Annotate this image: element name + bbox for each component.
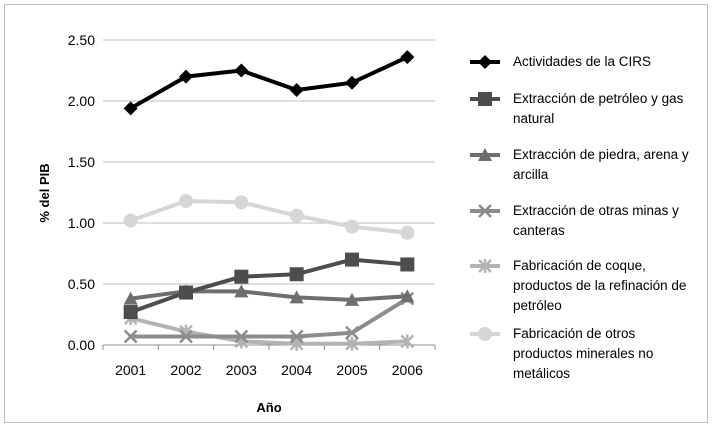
- x-tick-label: 2003: [226, 362, 257, 378]
- legend-label: Extracción de petróleo y gas: [513, 91, 684, 106]
- legend-item: Extracción de petróleo y gas natural: [470, 91, 684, 126]
- legend-label: natural: [513, 111, 554, 126]
- legend-marker: [478, 204, 492, 218]
- data-point: [289, 290, 304, 304]
- data-point: [400, 50, 415, 65]
- gridlines: [103, 39, 435, 285]
- y-tick-label: 0.00: [68, 337, 95, 353]
- legend-marker: [478, 92, 492, 106]
- series-line: [129, 55, 409, 111]
- series-line: [130, 316, 408, 346]
- x-tick-label: 2001: [115, 362, 146, 378]
- y-tick-label: 2.00: [68, 93, 95, 109]
- legend-item: Extracción de piedra, arena y arcilla: [470, 147, 689, 182]
- data-point: [345, 219, 359, 234]
- data-point: [123, 101, 138, 116]
- y-tick-label: 1.50: [68, 154, 95, 170]
- series-line: [130, 257, 408, 314]
- legend-marker: [478, 327, 492, 341]
- data-point: [179, 69, 193, 84]
- legend-label: arcilla: [513, 167, 549, 182]
- chart-frame: [4, 4, 708, 423]
- data-point: [234, 284, 249, 298]
- legend-item: Extracción de otras minas y canteras: [470, 203, 679, 238]
- legend-label: productos minerales no: [513, 346, 653, 361]
- data-point: [400, 334, 415, 349]
- legend-label: petróleo: [513, 298, 562, 313]
- legend-label: canteras: [513, 223, 565, 238]
- series-6: [123, 194, 415, 240]
- legend-label: productos de la refinación de: [513, 278, 686, 293]
- series-3: [123, 284, 415, 306]
- legend-label: Fabricación de otros: [513, 326, 636, 341]
- legend-marker: [478, 148, 492, 161]
- data-point: [179, 194, 193, 209]
- series-1: [123, 50, 415, 116]
- y-axis-title: % del PIB: [37, 163, 52, 222]
- data-point: [400, 257, 415, 272]
- data-point: [289, 208, 304, 223]
- x-tick-label: 2006: [392, 362, 423, 378]
- data-point: [123, 305, 138, 320]
- y-tick-label: 1.00: [68, 215, 95, 231]
- data-point: [345, 336, 359, 351]
- legend-label: metálicos: [513, 366, 570, 381]
- series-lines: [123, 50, 415, 351]
- legend-item: Actividades de la CIRS: [470, 54, 651, 69]
- axes: 0.00 0.50 1.00 1.50 2.00 2.50 2001 2002 2003 2004…: [68, 32, 436, 378]
- legend-label: Fabricación de coque,: [513, 258, 646, 273]
- data-point: [234, 195, 249, 210]
- data-point: [289, 329, 304, 344]
- data-point: [345, 325, 359, 340]
- data-point: [123, 291, 138, 305]
- data-point: [234, 329, 249, 344]
- data-point: [289, 83, 304, 98]
- series-line: [130, 289, 408, 302]
- x-tick-label: 2002: [170, 362, 201, 378]
- data-point: [234, 63, 249, 78]
- data-point: [345, 292, 359, 306]
- x-tick-label: 2004: [281, 362, 312, 378]
- x-tick-label: 2005: [336, 362, 367, 378]
- data-point: [289, 267, 304, 282]
- data-point: [345, 75, 359, 90]
- y-tick-label: 2.50: [68, 32, 95, 48]
- legend-item: Fabricación de coque, productos de la ref…: [470, 258, 686, 313]
- data-point: [400, 289, 415, 303]
- data-point: [234, 269, 249, 284]
- data-point: [179, 285, 193, 300]
- legend-label: Actividades de la CIRS: [513, 54, 651, 69]
- data-point: [400, 225, 415, 240]
- legend-label: Extracción de otras minas y: [513, 203, 679, 218]
- series-2: [123, 252, 415, 320]
- legend-marker: [478, 259, 492, 273]
- series-line: [130, 199, 408, 235]
- data-point: [179, 329, 193, 344]
- legend-label: Extracción de piedra, arena y: [513, 147, 689, 162]
- data-point: [123, 329, 138, 344]
- x-axis-title: Año: [256, 400, 281, 415]
- y-tick-label: 0.50: [68, 276, 95, 292]
- legend-marker: [478, 55, 492, 69]
- legend: Actividades de la CIRS Extracción de petr…: [470, 54, 689, 381]
- data-point: [345, 252, 359, 267]
- series-line: [130, 296, 409, 339]
- legend-item: Fabricación de otros productos minerales …: [470, 326, 653, 381]
- data-point: [123, 213, 138, 228]
